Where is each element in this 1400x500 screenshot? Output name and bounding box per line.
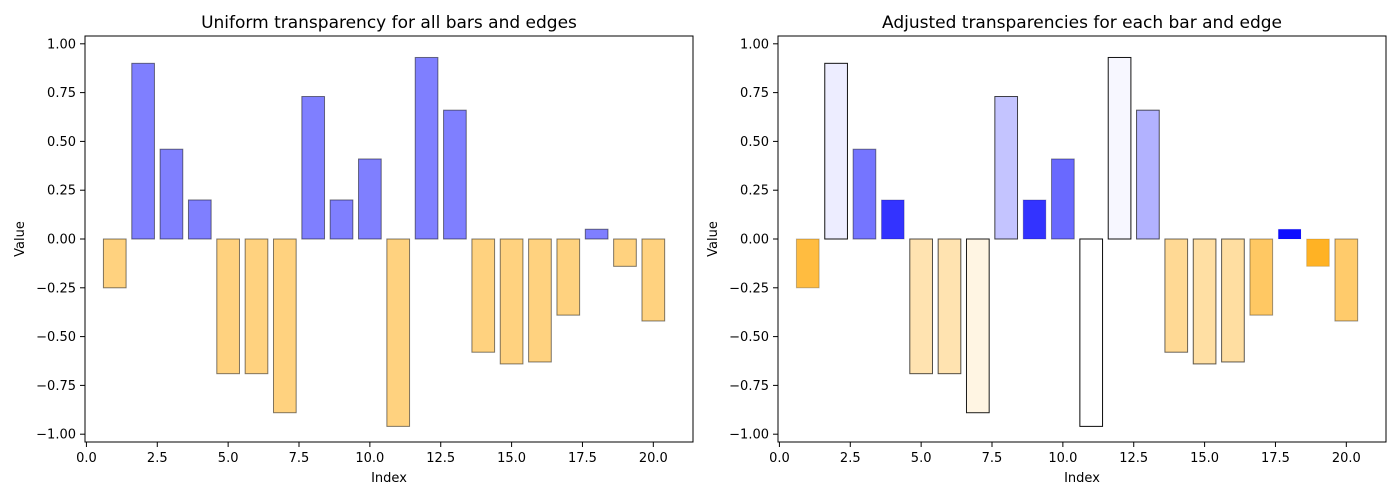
bar-9: [329, 199, 354, 240]
y-tick-label: 0.75: [47, 86, 76, 101]
bar-6: [244, 238, 269, 375]
y-tick-label: −0.75: [36, 379, 76, 394]
bar-10: [358, 158, 382, 240]
bars-group: [102, 56, 666, 427]
x-tick-label: 5.0: [218, 451, 239, 466]
bar-10: [1051, 158, 1075, 240]
bar-1: [795, 238, 820, 289]
y-tick-label: 1.00: [740, 37, 769, 52]
y-axis-ticks: −1.00 −0.75 −0.50 −0.25 0.00 0.25 0.50 0.75 1.00: [36, 37, 85, 443]
bar-3: [852, 148, 877, 240]
y-tick-label: −0.25: [36, 281, 76, 296]
bar-6: [937, 238, 962, 375]
bar-17: [1249, 238, 1274, 316]
bar-7: [272, 238, 297, 414]
y-axis-label: Value: [706, 221, 721, 257]
x-tick-label: 20.0: [639, 451, 668, 466]
x-tick-label: 5.0: [911, 451, 932, 466]
y-tick-label: 0.00: [47, 233, 76, 248]
x-tick-label: 2.5: [840, 451, 861, 466]
bar-5: [216, 238, 240, 375]
y-tick-label: −1.00: [36, 428, 76, 443]
x-tick-label: 10.0: [1048, 451, 1077, 466]
x-tick-label: 17.5: [1261, 451, 1290, 466]
x-tick-label: 15.0: [1190, 451, 1219, 466]
y-tick-label: 0.50: [740, 135, 769, 150]
x-tick-label: 20.0: [1332, 451, 1361, 466]
bar-5: [909, 238, 933, 375]
bar-8: [994, 96, 1019, 240]
y-axis-label: Value: [13, 221, 28, 257]
bars-group: [795, 56, 1359, 427]
bar-16: [528, 238, 552, 363]
bar-11: [1079, 238, 1104, 427]
x-tick-label: 2.5: [147, 451, 168, 466]
chart-uniform-transparency: Uniform transparency for all bars and ed…: [13, 13, 694, 486]
bar-2: [824, 62, 848, 240]
bar-13: [1136, 109, 1160, 240]
bar-4: [880, 199, 905, 240]
x-tick-label: 0.0: [769, 451, 790, 466]
x-tick-label: 17.5: [568, 451, 597, 466]
bar-13: [443, 109, 467, 240]
y-tick-label: −1.00: [729, 428, 769, 443]
bar-14: [1164, 238, 1189, 353]
plot-frame: [777, 35, 1387, 443]
bar-9: [1022, 199, 1047, 240]
bar-7: [965, 238, 990, 414]
y-tick-label: 0.25: [47, 184, 76, 199]
x-axis-ticks: 0.0 2.5 5.0 7.5 10.0 12.5 15.0 17.5 20.0: [76, 442, 668, 466]
chart-title: Uniform transparency for all bars and ed…: [201, 13, 577, 33]
y-tick-label: −0.50: [729, 330, 769, 345]
bar-18: [1277, 228, 1302, 240]
bar-3: [159, 148, 184, 240]
x-axis-ticks: 0.0 2.5 5.0 7.5 10.0 12.5 15.0 17.5 20.0: [769, 442, 1361, 466]
bar-17: [556, 238, 581, 316]
y-tick-label: −0.75: [729, 379, 769, 394]
x-axis-label: Index: [371, 471, 407, 486]
bar-15: [499, 238, 524, 365]
bar-18: [584, 228, 609, 240]
x-tick-label: 7.5: [289, 451, 310, 466]
plot-frame: [84, 35, 694, 443]
x-axis-label: Index: [1064, 471, 1100, 486]
bar-20: [1334, 238, 1359, 322]
bar-12: [414, 56, 439, 240]
bar-4: [187, 199, 212, 240]
bar-19: [613, 238, 637, 267]
chart-adjusted-transparency: Adjusted transparencies for each bar and…: [706, 13, 1387, 486]
y-tick-label: 0.00: [740, 233, 769, 248]
y-tick-label: 0.75: [740, 86, 769, 101]
y-axis-ticks: −1.00 −0.75 −0.50 −0.25 0.00 0.25 0.50 0.75 1.00: [729, 37, 778, 443]
y-tick-label: 1.00: [47, 37, 76, 52]
bar-14: [471, 238, 496, 353]
bar-8: [301, 96, 326, 240]
bar-1: [102, 238, 127, 289]
bar-20: [641, 238, 666, 322]
bar-16: [1221, 238, 1245, 363]
x-tick-label: 12.5: [426, 451, 455, 466]
bar-19: [1306, 238, 1330, 267]
y-tick-label: −0.50: [36, 330, 76, 345]
x-tick-label: 10.0: [355, 451, 384, 466]
y-tick-label: 0.50: [47, 135, 76, 150]
bar-11: [386, 238, 411, 427]
bar-12: [1107, 56, 1132, 240]
y-tick-label: 0.25: [740, 184, 769, 199]
x-tick-label: 0.0: [76, 451, 97, 466]
x-tick-label: 15.0: [497, 451, 526, 466]
bar-15: [1192, 238, 1217, 365]
x-tick-label: 12.5: [1119, 451, 1148, 466]
bar-2: [131, 62, 155, 240]
y-tick-label: −0.25: [729, 281, 769, 296]
x-tick-label: 7.5: [982, 451, 1003, 466]
chart-title: Adjusted transparencies for each bar and…: [882, 13, 1282, 33]
